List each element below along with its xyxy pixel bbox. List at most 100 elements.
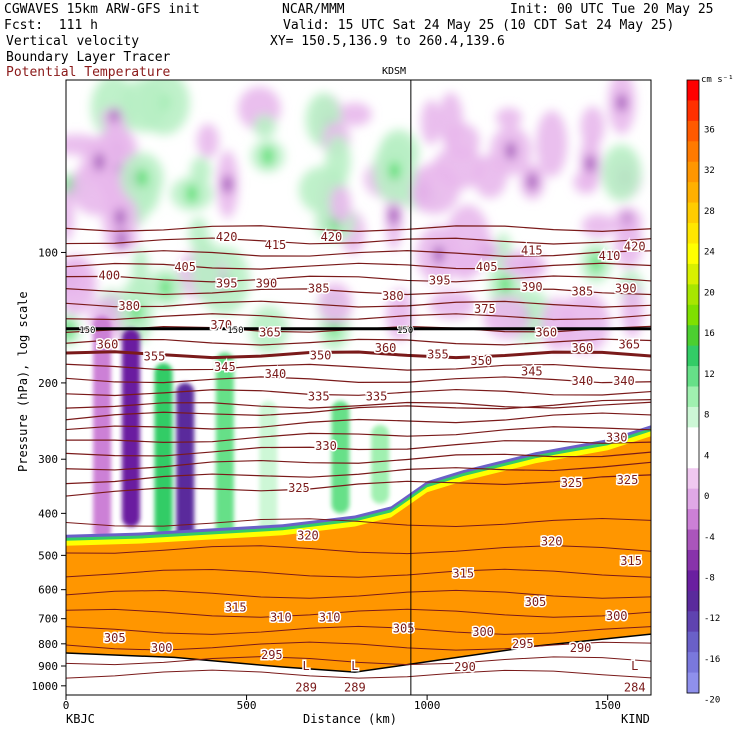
downdraft-blob — [421, 99, 442, 145]
midlevel-velocity-columns — [93, 315, 390, 544]
theta-contour-label: 350 — [470, 354, 492, 368]
downdraft-core — [505, 141, 516, 160]
theta-contour-line — [66, 262, 651, 270]
downdraft-core — [94, 152, 105, 171]
theta-contour-line — [66, 440, 651, 457]
colorbar-tick-label: 36 — [704, 125, 715, 135]
downdraft-blob — [580, 106, 605, 147]
updraft-blob — [601, 144, 642, 202]
theta-contour-label: 335 — [366, 390, 388, 404]
y-tick-label: 100 — [38, 246, 58, 259]
theta-contour-label: 325 — [617, 473, 639, 487]
theta-contour-label: 315 — [452, 566, 474, 580]
y-tick-label: 600 — [38, 584, 58, 597]
velocity-column — [122, 328, 140, 527]
x-tick-label: 0 — [63, 699, 70, 712]
colorbar-tick-label: 12 — [704, 370, 715, 380]
theta-contour-line — [66, 669, 651, 679]
theta-contour-line — [66, 350, 651, 360]
theta-contour-label: 325 — [561, 476, 583, 490]
downdraft-core — [585, 154, 596, 173]
velocity-column — [215, 352, 234, 544]
colorbar-swatch — [687, 611, 699, 633]
theta-contour-label: 300 — [151, 641, 173, 655]
updraft-blob — [131, 247, 149, 296]
theta-contour-label: 289 — [295, 681, 317, 695]
station-marker-label: KDSM — [382, 66, 407, 77]
theta-contour-label: 315 — [620, 554, 642, 568]
cross-section-xy: XY= 150.5,136.9 to 260.4,139.6 — [270, 34, 505, 49]
x-endpoint-right: KIND — [621, 712, 650, 726]
theta-contour-label: 325 — [288, 481, 310, 495]
model-title: CGWAVES 15km ARW-GFS init — [4, 2, 200, 17]
colorbar-tick-label: -4 — [704, 533, 715, 543]
plot-frame — [65, 79, 652, 696]
downdraft-blob — [501, 250, 544, 277]
tracer-core-orange — [66, 436, 651, 695]
theta-contour-label: 305 — [525, 595, 547, 609]
theta-contour-label: 375 — [474, 302, 496, 316]
colorbar-tick-label: 4 — [704, 451, 709, 461]
theta-contour-line — [66, 656, 651, 666]
downdraft-blob — [329, 185, 352, 225]
theta-contour-label: 295 — [512, 637, 534, 651]
downdraft-blob — [429, 290, 476, 319]
updraft-blob — [325, 134, 351, 187]
theta-contour-line — [66, 641, 651, 651]
colorbar-swatch — [687, 366, 699, 387]
theta-contour-line — [66, 474, 651, 497]
colorbar-tick-label: 0 — [704, 492, 709, 502]
tropopause-label: 150 — [397, 326, 413, 336]
theta-contour-label: 289 — [344, 681, 366, 695]
theta-contour-label: 360 — [535, 325, 557, 339]
y-tick-label: 200 — [38, 377, 58, 390]
theta-contour-label: 385 — [572, 284, 594, 298]
colorbar-tick-label: 24 — [704, 248, 715, 258]
theta-contour-line — [66, 426, 651, 444]
colorbar-frame — [686, 79, 700, 694]
theta-contour-line — [66, 338, 651, 346]
theta-contour-label: 420 — [321, 230, 343, 244]
theta-contour-label: 360 — [572, 341, 594, 355]
valid-time: Valid: 15 UTC Sat 24 May 25 (10 CDT Sat … — [283, 18, 675, 33]
theta-contour-line — [66, 568, 651, 578]
colorbar-tick-label: -8 — [704, 574, 715, 584]
y-axis-label: Pressure (hPa), log scale — [16, 291, 30, 472]
colorbar-tick-label: 16 — [704, 329, 715, 339]
theta-contour-label: 415 — [521, 244, 543, 258]
theta-contour-label: 395 — [216, 277, 238, 291]
colorbar-swatch — [687, 182, 699, 204]
colorbar-swatch — [687, 223, 699, 244]
y-tick-label: 700 — [38, 613, 58, 626]
velocity-column — [93, 315, 112, 540]
theta-contour-label: 290 — [570, 641, 592, 655]
downdraft-core — [222, 175, 233, 194]
updraft-core — [262, 147, 273, 166]
boundary-layer-tracer — [66, 425, 651, 695]
plot-axes: 0 500 1000 1500 100 200 300 400 500 600 700 800 900 1… — [32, 79, 652, 712]
downdraft-core — [115, 208, 126, 227]
init-time: Init: 00 UTC Tue 20 May 25 — [510, 2, 714, 17]
x-tick-label: 1500 — [594, 699, 621, 712]
theta-contour-line — [66, 376, 651, 384]
theta-contour-line — [66, 461, 651, 485]
y-tick-label: 300 — [38, 453, 58, 466]
theta-contour-line — [66, 401, 651, 409]
theta-contour-label: 390 — [521, 280, 543, 294]
theta-contour-label: 420 — [624, 240, 646, 254]
theta-contour-line — [66, 608, 651, 618]
tropopause-label: 150 — [227, 326, 243, 336]
colorbar-tick-label: 28 — [704, 207, 715, 217]
theta-contour-line — [66, 288, 651, 296]
theta-contour-label: 390 — [615, 281, 637, 295]
theta-contour-label: 410 — [599, 249, 621, 263]
theta-contour-label: 370 — [210, 318, 232, 332]
colorbar-swatch — [687, 345, 699, 367]
colorbar-swatch — [687, 161, 699, 183]
downdraft-core — [616, 93, 627, 112]
theta-contour-label: 415 — [265, 238, 287, 252]
theta-contour-line — [66, 313, 651, 321]
colorbar-swatch — [687, 468, 699, 490]
theta-contour-line — [66, 275, 651, 283]
x-endpoint-left: KBJC — [66, 712, 95, 726]
